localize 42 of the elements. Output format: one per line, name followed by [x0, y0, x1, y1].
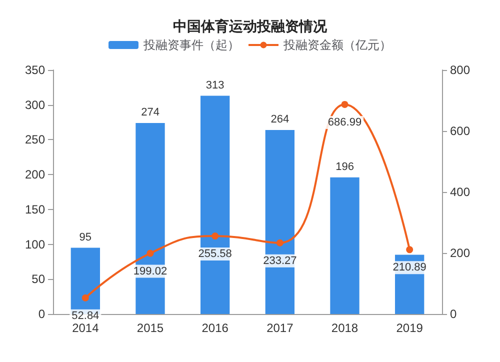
bar — [200, 96, 230, 314]
data-label: 95 — [79, 231, 92, 244]
x-tick-label: 2016 — [202, 321, 229, 335]
bar — [330, 177, 360, 314]
data-label: 196 — [336, 160, 354, 173]
x-tick-label: 2018 — [331, 321, 358, 335]
y-tick-label: 150 — [24, 202, 46, 216]
point — [212, 232, 219, 240]
y2-tick-label: 0 — [450, 307, 457, 321]
data-label: 686.99 — [328, 116, 362, 128]
legend-label: 投融资金额（亿元） — [282, 38, 392, 52]
data-label: 210.89 — [392, 262, 426, 274]
chart-title: 中国体育运动投融资情况 — [173, 18, 328, 34]
x-tick-label: 2019 — [396, 321, 424, 335]
y-tick-label: 0 — [38, 307, 46, 321]
y2-tick-label: 600 — [450, 124, 470, 138]
data-label: 255.58 — [198, 248, 232, 260]
point — [82, 294, 89, 302]
y-tick-label: 350 — [24, 63, 46, 77]
data-label: 199.02 — [133, 265, 168, 278]
data-label: 233.27 — [263, 254, 297, 267]
data-label: 52.84 — [72, 310, 100, 322]
point — [341, 100, 348, 108]
point — [406, 246, 414, 254]
y2-tick-label: 800 — [450, 63, 470, 77]
point — [276, 239, 284, 246]
x-tick-label: 2017 — [266, 321, 294, 335]
y-tick-label: 250 — [24, 132, 46, 147]
legend-label: 投融资事件（起） — [142, 38, 240, 52]
x-tick-label: 2015 — [136, 321, 164, 335]
data-label: 313 — [206, 79, 224, 92]
y-tick-label: 300 — [24, 98, 46, 112]
bar — [265, 130, 295, 314]
x-tick-label: 2014 — [72, 321, 100, 335]
point — [146, 250, 154, 257]
data-label: 264 — [270, 113, 290, 126]
y-tick-label: 50 — [32, 272, 46, 286]
y2-tick-label: 200 — [450, 246, 470, 260]
y2-tick-label: 400 — [450, 185, 470, 199]
y-tick-label: 200 — [24, 168, 46, 182]
data-label: 274 — [141, 106, 160, 118]
y-tick-label: 100 — [24, 237, 46, 252]
